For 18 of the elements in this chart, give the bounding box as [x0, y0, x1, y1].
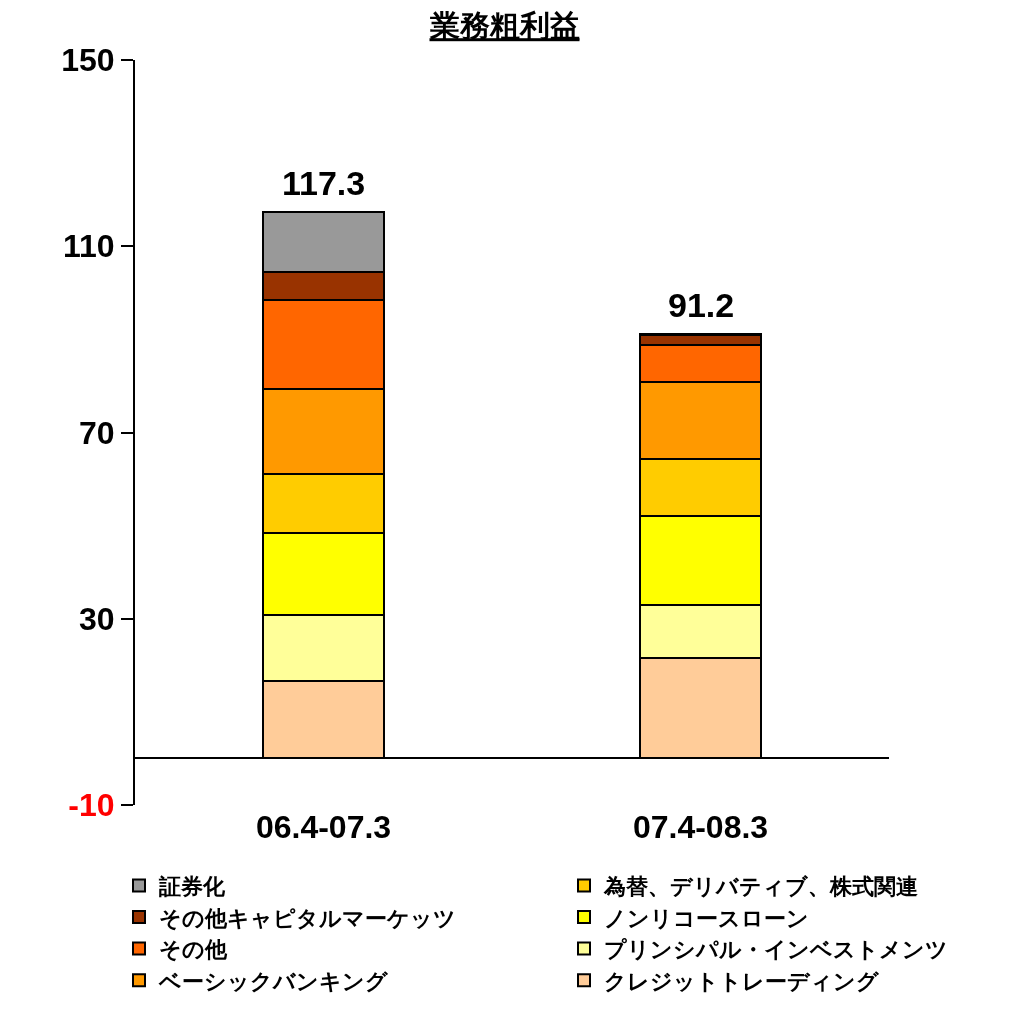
y-tick-label: 110 — [62, 228, 115, 265]
x-tick-label: 06.4-07.3 — [255, 809, 392, 845]
legend-label: ベーシックバンキング — [158, 968, 388, 994]
legend-label: その他 — [159, 937, 228, 963]
x-tick-label: 07.4-08.3 — [632, 809, 769, 845]
y-tick-label: 30 — [79, 600, 115, 637]
legend-label: クレジットトレーディング — [604, 968, 879, 994]
legend-label: 証券化 — [158, 873, 226, 899]
total-label: 117.3 — [282, 164, 366, 202]
chart-title: 業務粗利益 — [428, 9, 580, 43]
y-tick-label: -10 — [68, 787, 115, 824]
legend-label: プリンシパル・インベストメンツ — [604, 937, 948, 963]
legend-label: ノンリコースローン — [604, 905, 809, 931]
legend-label: その他キャピタルマーケッツ — [159, 905, 456, 931]
total-label: 91.2 — [668, 286, 735, 324]
y-tick-label: 70 — [79, 414, 115, 451]
legend-label: 為替、デリバティブ、株式関連 — [603, 873, 918, 899]
y-tick-label: 150 — [61, 42, 115, 79]
